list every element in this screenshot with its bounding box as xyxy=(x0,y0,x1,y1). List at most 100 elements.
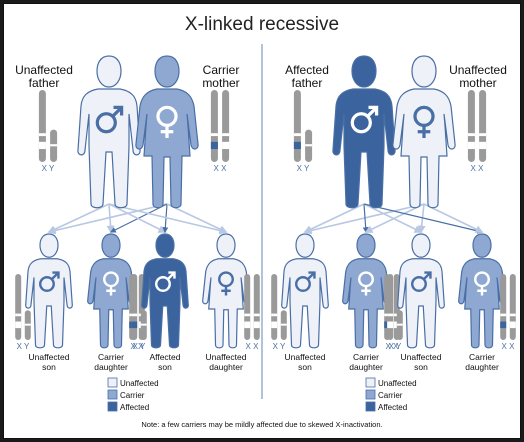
legend-swatch xyxy=(107,377,118,388)
centromere xyxy=(509,313,516,317)
centromere xyxy=(50,144,58,147)
parent-figure xyxy=(77,55,141,209)
centromere xyxy=(396,323,403,326)
child-label-line2: daughter xyxy=(349,362,383,372)
child-figure xyxy=(281,233,329,349)
inheritance-arrow-light xyxy=(423,203,484,233)
male-shaft xyxy=(166,272,175,281)
child-figure xyxy=(141,233,189,349)
inheritance-arrow-light xyxy=(364,203,425,233)
gene-band xyxy=(253,321,260,329)
male-symbol-icon xyxy=(411,271,432,292)
x-chromosome xyxy=(271,274,278,340)
male-arrowhead xyxy=(113,105,124,116)
male-circle xyxy=(350,112,372,134)
chromosome-label: X X xyxy=(246,342,260,351)
chromosome-label: X Y xyxy=(17,342,30,351)
centromere xyxy=(500,313,507,317)
gene-band xyxy=(509,321,516,329)
legend-label: Affected xyxy=(120,403,149,412)
male-arrowhead xyxy=(424,271,432,279)
x-chromosome xyxy=(244,274,251,340)
child-label-line1: Unaffected xyxy=(29,352,70,362)
chromosome-label: X X xyxy=(386,342,400,351)
male-symbol-icon xyxy=(295,271,316,292)
chromosome-pair: X X xyxy=(500,274,516,351)
x-chromosome xyxy=(38,90,46,162)
child-figure xyxy=(342,233,390,349)
legend-swatch xyxy=(365,377,376,388)
chromosome-label: X Y xyxy=(42,164,55,173)
chromosome-label: X Y xyxy=(273,342,286,351)
chromosome-pair: X Y xyxy=(271,274,287,351)
inheritance-arrow-light xyxy=(166,203,228,233)
inheritance-arrow-light xyxy=(108,203,228,235)
chromosome-label: X X xyxy=(214,164,228,173)
parent-label-line1: Affected xyxy=(285,63,329,77)
child-figure xyxy=(202,233,250,349)
inheritance-arrow-light xyxy=(47,203,168,235)
parent-label-line1: Carrier xyxy=(203,63,240,77)
chromosome-pair: X Y xyxy=(38,90,58,173)
inheritance-arrow-dark xyxy=(363,203,484,234)
centromere xyxy=(15,313,22,317)
child-figure xyxy=(397,233,445,349)
gene-band xyxy=(479,141,487,150)
male-circle xyxy=(295,276,311,292)
inheritance-arrow-light xyxy=(363,203,423,233)
legend: Unaffected Carrier Affected Unaffected Carri… xyxy=(107,377,417,412)
male-symbol-icon xyxy=(95,105,124,134)
x-chromosome xyxy=(131,274,138,340)
legend-2: Unaffected Carrier Affected xyxy=(365,377,417,412)
legend-swatch xyxy=(107,389,118,400)
male-shaft xyxy=(111,107,122,118)
child-label-line2: son xyxy=(158,362,172,372)
diagram-title: X-linked recessive xyxy=(185,14,339,35)
x-chromosome xyxy=(253,274,260,340)
inheritance-arrow-light xyxy=(47,203,110,233)
x-chromosome xyxy=(210,90,218,162)
gene-band xyxy=(131,321,138,329)
diagram-frame: X-linked recessive Unaffected father X Y Ca… xyxy=(3,3,521,439)
child-figure xyxy=(87,233,135,349)
x-chromosome xyxy=(387,274,394,340)
female-symbol-icon xyxy=(156,105,178,138)
gene-band xyxy=(38,141,46,150)
centromere xyxy=(38,133,46,137)
parent-label-line1: Unaffected xyxy=(15,63,73,77)
female-symbol-icon xyxy=(474,271,490,296)
legend-swatch xyxy=(365,389,376,400)
inheritance-arrow-dark xyxy=(109,203,168,233)
legend-swatch xyxy=(107,401,118,412)
chromosome-pair: X Y xyxy=(387,274,403,351)
centromere xyxy=(222,133,230,137)
chromosome-label: X X xyxy=(502,342,516,351)
chromosome-label: X Y xyxy=(389,342,402,351)
centromere xyxy=(253,313,260,317)
chromosome-label: X Y xyxy=(133,342,146,351)
child-label-line1: Carrier xyxy=(469,352,495,362)
inheritance-arrow-light xyxy=(108,203,167,233)
inheritance-arrows xyxy=(47,203,484,235)
male-arrowhead xyxy=(368,105,379,116)
chromosome-label: X X xyxy=(471,164,485,173)
female-circle xyxy=(218,271,234,288)
child-label-line1: Carrier xyxy=(98,352,124,362)
centromere xyxy=(467,133,475,137)
centromere xyxy=(244,313,251,317)
male-symbol-icon xyxy=(155,271,176,292)
centromere xyxy=(280,323,287,326)
child-label-line2: daughter xyxy=(94,362,128,372)
chromosome-pair: X X xyxy=(210,90,230,173)
centromere xyxy=(24,323,31,326)
male-circle xyxy=(39,276,55,292)
male-shaft xyxy=(50,272,59,281)
